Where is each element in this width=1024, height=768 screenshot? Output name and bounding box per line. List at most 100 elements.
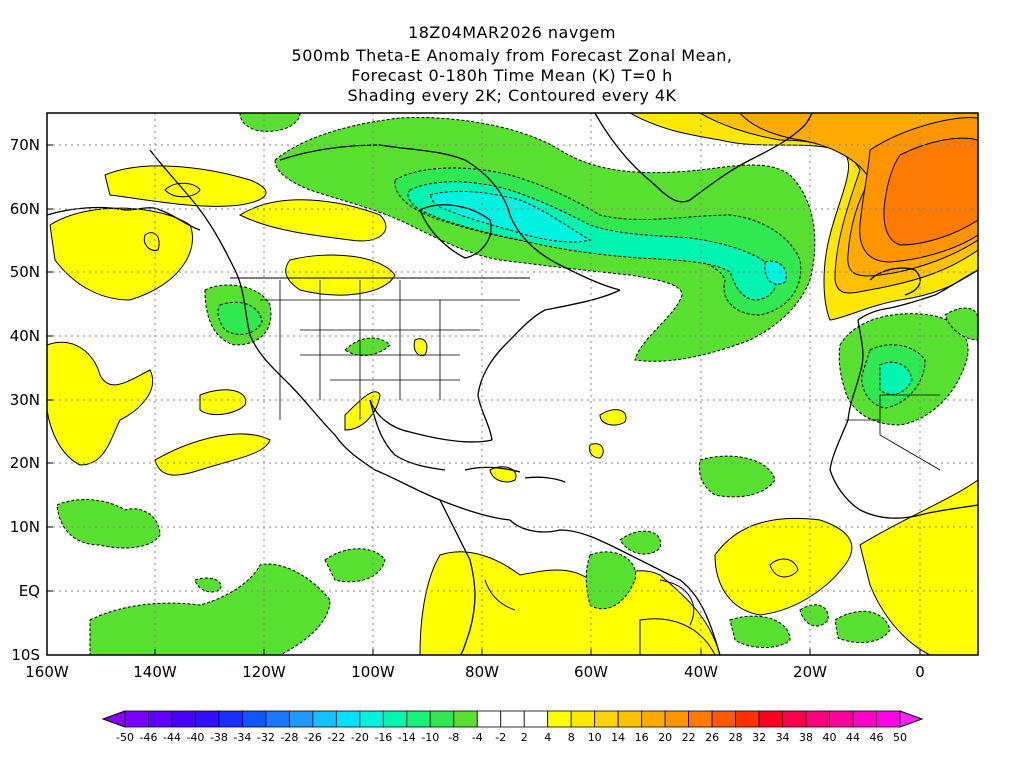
colorbar-tick-label: 22	[682, 731, 696, 744]
colorbar-labels: -50 -46 -44 -40 -38 -34 -32 -28 -26 -22 -20 -16 -14-…	[116, 731, 907, 744]
colorbar-swatch	[664, 710, 690, 728]
colorbar-min-arrow	[101, 710, 126, 728]
colorbar-swatch	[547, 710, 572, 728]
colorbar-swatch	[594, 710, 619, 728]
title-line-4: Shading every 2K; Contoured every 4K	[347, 86, 677, 105]
positive-contours	[143, 182, 799, 626]
colorbar-tick-label: -38	[210, 731, 228, 744]
colorbar-tick-label: 44	[846, 731, 860, 744]
lon-label: 160W	[25, 663, 69, 681]
colorbar-tick-label: -50	[116, 731, 134, 744]
colorbar-swatch	[617, 710, 643, 728]
colorbar-swatch	[148, 710, 173, 728]
title-line-1: 18Z04MAR2026 navgem	[408, 23, 616, 42]
colorbar-tick-label: 4	[544, 731, 551, 744]
colorbar-swatch	[500, 710, 525, 728]
colorbar-swatch	[711, 710, 737, 728]
colorbar-tick-label: -2	[495, 731, 506, 744]
colorbar-swatch	[218, 710, 243, 728]
colorbar-tick-label: -22	[327, 731, 345, 744]
colorbar-tick-label: 20	[658, 731, 672, 744]
strong-positive-shading	[628, 113, 978, 321]
colorbar-swatch	[288, 710, 314, 728]
colorbar-tick-label: -40	[186, 731, 204, 744]
colorbar-swatch	[735, 710, 760, 728]
colorbar-tick-label: 34	[776, 731, 790, 744]
colorbar-swatch	[359, 710, 384, 728]
latitude-labels: 70N 60N 50N 40N 30N 20N 10N EQ 10S	[10, 136, 40, 664]
lat-label: 10N	[10, 518, 40, 536]
colorbar-tick-label: 26	[705, 731, 719, 744]
colorbar	[101, 710, 924, 728]
colorbar-tick-label: 38	[799, 731, 813, 744]
grid-lines	[47, 113, 978, 655]
colorbar-tick-label: 10	[588, 731, 602, 744]
colorbar-tick-label: -20	[351, 731, 369, 744]
lon-label: 140W	[133, 663, 177, 681]
lat-label: 10S	[11, 646, 40, 664]
lat-label: 60N	[10, 200, 40, 218]
colorbar-tick-label: -28	[280, 731, 298, 744]
colorbar-swatch	[852, 710, 877, 728]
longitude-labels: 160W 140W 120W 100W 80W 60W 40W 20W 0	[25, 663, 925, 681]
lat-label: 50N	[10, 263, 40, 281]
colorbar-swatch	[876, 710, 901, 728]
colorbar-swatch	[124, 710, 149, 728]
map-frame	[46, 112, 979, 656]
colorbar-swatch	[641, 710, 666, 728]
colorbar-tick-label: -34	[233, 731, 251, 744]
colorbar-tick-label: -4	[472, 731, 483, 744]
colorbar-tick-label: -16	[374, 731, 392, 744]
lat-label: 40N	[10, 327, 40, 345]
lon-label: 80W	[465, 663, 499, 681]
colorbar-swatch	[429, 710, 455, 728]
lon-label: 120W	[242, 663, 286, 681]
lon-label: 40W	[684, 663, 718, 681]
colorbar-swatch	[782, 710, 807, 728]
lat-label: EQ	[19, 582, 40, 600]
lon-label: 100W	[351, 663, 395, 681]
colorbar-swatch	[382, 710, 408, 728]
colorbar-tick-label: -10	[421, 731, 439, 744]
colorbar-tick-label: -26	[304, 731, 322, 744]
colorbar-tick-label: -8	[448, 731, 459, 744]
colorbar-swatch	[758, 710, 783, 728]
map-area	[47, 113, 978, 655]
lon-label: 60W	[574, 663, 608, 681]
colorbar-swatch	[453, 710, 478, 728]
colorbar-tick-label: -44	[163, 731, 181, 744]
title-line-2: 500mb Theta-E Anomaly from Forecast Zona…	[291, 46, 733, 65]
colorbar-swatch	[476, 710, 502, 728]
colorbar-swatch	[805, 710, 830, 728]
colorbar-tick-label: 40	[823, 731, 837, 744]
colorbar-swatch	[335, 710, 361, 728]
colorbar-swatch	[523, 710, 549, 728]
colorbar-swatch	[406, 710, 431, 728]
colorbar-tick-label: 16	[635, 731, 649, 744]
colorbar-tick-label: 46	[870, 731, 884, 744]
colorbar-max-arrow	[899, 710, 924, 728]
colorbar-tick-label: 14	[611, 731, 625, 744]
lat-label: 30N	[10, 391, 40, 409]
colorbar-swatch	[688, 710, 713, 728]
lon-label: 20W	[793, 663, 827, 681]
colorbar-swatch	[570, 710, 596, 728]
colorbar-swatch	[195, 710, 220, 728]
colorbar-tick-label: 50	[893, 731, 907, 744]
colorbar-tick-label: -46	[140, 731, 158, 744]
colorbar-tick-label: 8	[568, 731, 575, 744]
lon-label: 0	[915, 663, 925, 681]
title-line-3: Forecast 0-180h Time Mean (K) T=0 h	[351, 66, 673, 85]
lat-label: 70N	[10, 136, 40, 154]
colorbar-tick-label: 28	[729, 731, 743, 744]
positive-anomaly-shading	[47, 165, 978, 655]
colorbar-tick-label: 2	[521, 731, 528, 744]
colorbar-tick-label: -14	[398, 731, 416, 744]
coastlines	[47, 113, 978, 655]
tick-marks	[46, 144, 921, 655]
colorbar-swatch	[829, 710, 854, 728]
lat-label: 20N	[10, 454, 40, 472]
colorbar-swatch	[171, 710, 196, 728]
colorbar-tick-label: -32	[257, 731, 275, 744]
